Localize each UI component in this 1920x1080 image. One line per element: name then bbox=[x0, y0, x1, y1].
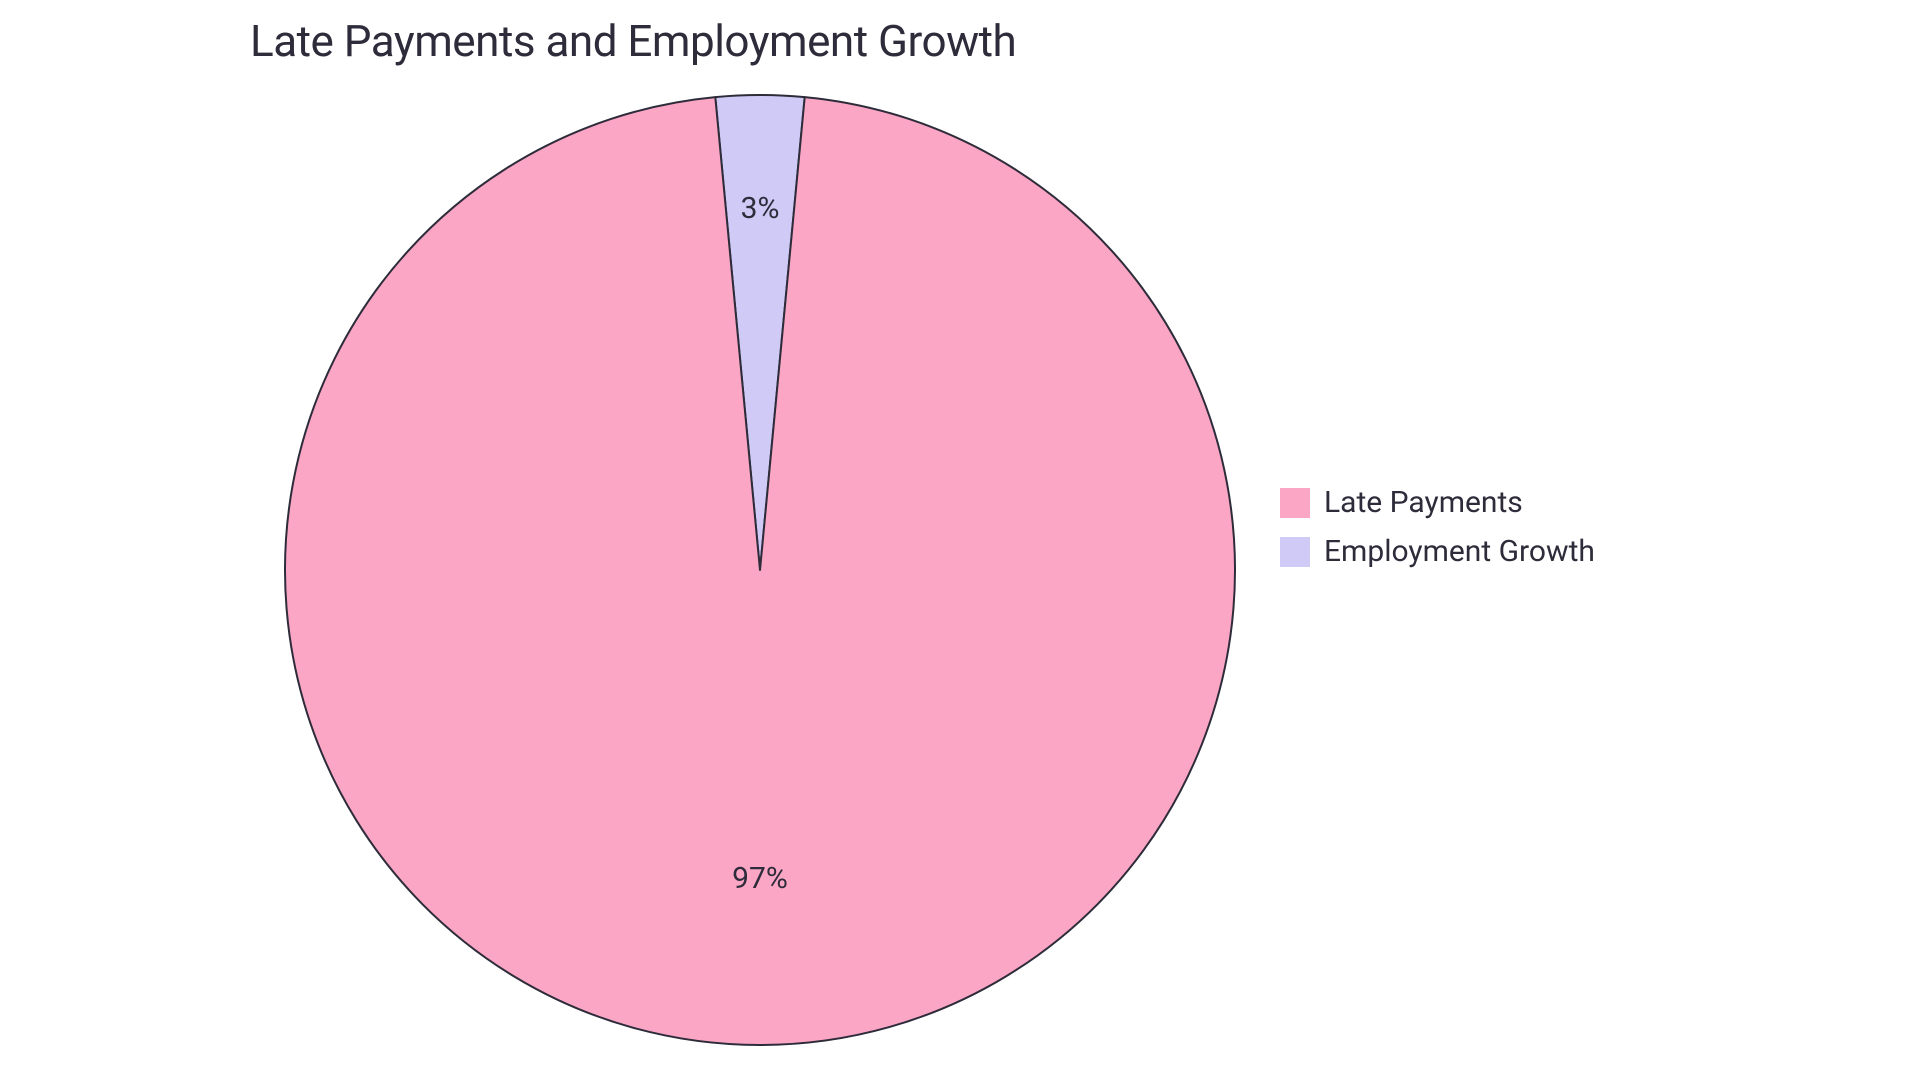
slice-label: 97% bbox=[732, 861, 788, 896]
pie-chart: 3% 97% bbox=[280, 90, 1240, 1054]
legend-label: Late Payments bbox=[1324, 485, 1523, 520]
legend-item-employment-growth: Employment Growth bbox=[1280, 534, 1595, 569]
legend-label: Employment Growth bbox=[1324, 534, 1595, 569]
legend: Late Payments Employment Growth bbox=[1280, 485, 1595, 569]
legend-swatch bbox=[1280, 537, 1310, 567]
chart-title: Late Payments and Employment Growth bbox=[250, 15, 1016, 67]
slice-label: 3% bbox=[741, 191, 780, 226]
chart-container: Late Payments and Employment Growth 3% 97… bbox=[0, 0, 1920, 1080]
pie-svg: 3% 97% bbox=[280, 90, 1240, 1050]
legend-swatch bbox=[1280, 488, 1310, 518]
legend-item-late-payments: Late Payments bbox=[1280, 485, 1595, 520]
